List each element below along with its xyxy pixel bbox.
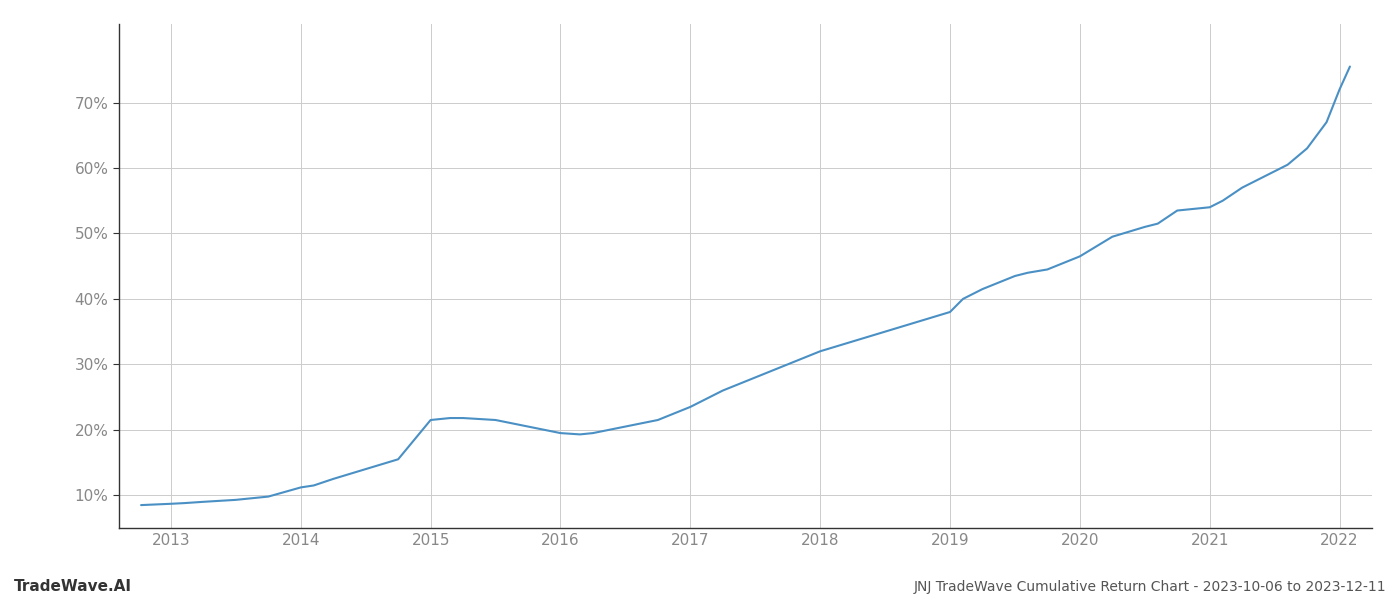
Text: JNJ TradeWave Cumulative Return Chart - 2023-10-06 to 2023-12-11: JNJ TradeWave Cumulative Return Chart - … <box>913 580 1386 594</box>
Text: TradeWave.AI: TradeWave.AI <box>14 579 132 594</box>
